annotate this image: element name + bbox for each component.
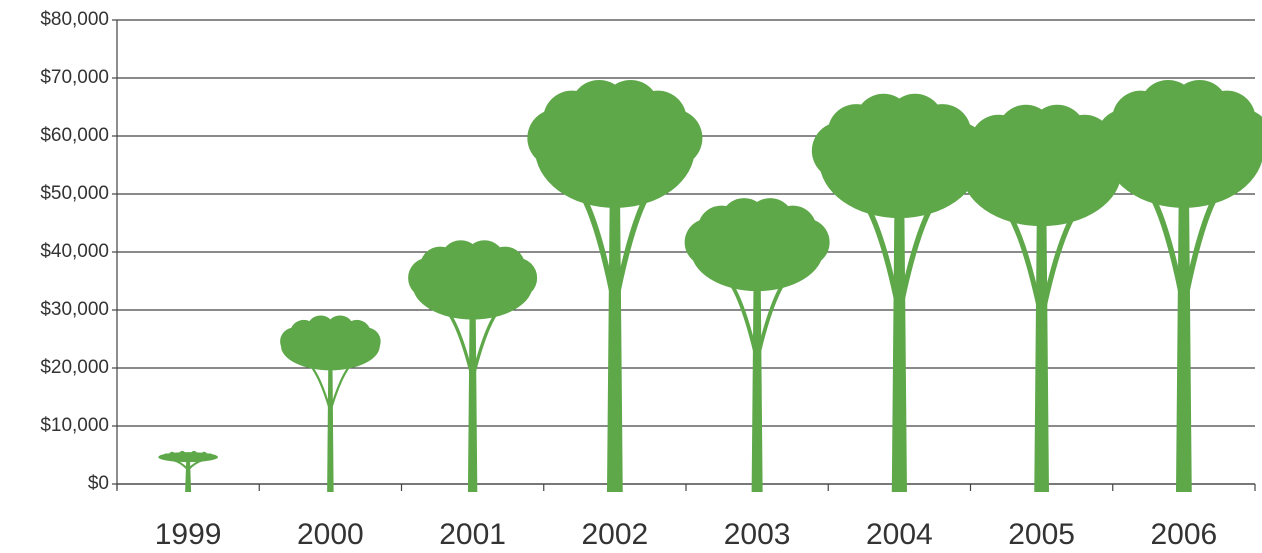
y-tick-label: $50,000 xyxy=(40,183,109,204)
tree-leaf-cluster xyxy=(169,452,175,458)
x-tick-label: 2002 xyxy=(582,518,649,551)
chart: $0 $10,000 $20,000 $30,000 $40,000 $50,000 $60… xyxy=(0,0,1262,553)
tree-leaf-cluster xyxy=(497,258,538,299)
tree-trunk xyxy=(185,457,191,492)
tree-leaf-cluster xyxy=(163,453,169,459)
tree-leaf-cluster xyxy=(353,328,381,356)
x-tick-label: 2001 xyxy=(439,518,506,551)
tree xyxy=(280,315,381,492)
x-tick-label: 2000 xyxy=(297,518,364,551)
tree xyxy=(685,198,830,492)
y-tick-label: $70,000 xyxy=(40,67,109,88)
tree-leaf-cluster xyxy=(207,453,213,459)
x-tick-label: 2005 xyxy=(1008,518,1075,551)
x-tick-label: 2004 xyxy=(866,518,933,551)
x-tick-label: 2003 xyxy=(724,518,791,551)
tree-leaf-cluster xyxy=(645,109,703,167)
tree xyxy=(954,105,1129,492)
y-tick-label: $20,000 xyxy=(40,357,109,378)
x-tick-label: 2006 xyxy=(1151,518,1218,551)
tree-leaf-cluster xyxy=(201,452,207,458)
tree-leaf-cluster xyxy=(782,219,830,267)
y-tick-label: $30,000 xyxy=(40,299,109,320)
y-tick-label: $60,000 xyxy=(40,125,109,146)
tree-leaf-cluster xyxy=(191,451,197,457)
x-tick-label: 1999 xyxy=(155,518,222,551)
y-tick-label: $10,000 xyxy=(40,415,109,436)
tree xyxy=(158,451,218,492)
tree xyxy=(1096,80,1262,492)
tree xyxy=(408,240,537,492)
y-tick-label: $80,000 xyxy=(40,9,109,30)
tree xyxy=(527,80,702,492)
y-tick-label: $40,000 xyxy=(40,241,109,262)
y-tick-label: $0 xyxy=(88,473,109,494)
tree-leaf-cluster xyxy=(179,451,185,457)
